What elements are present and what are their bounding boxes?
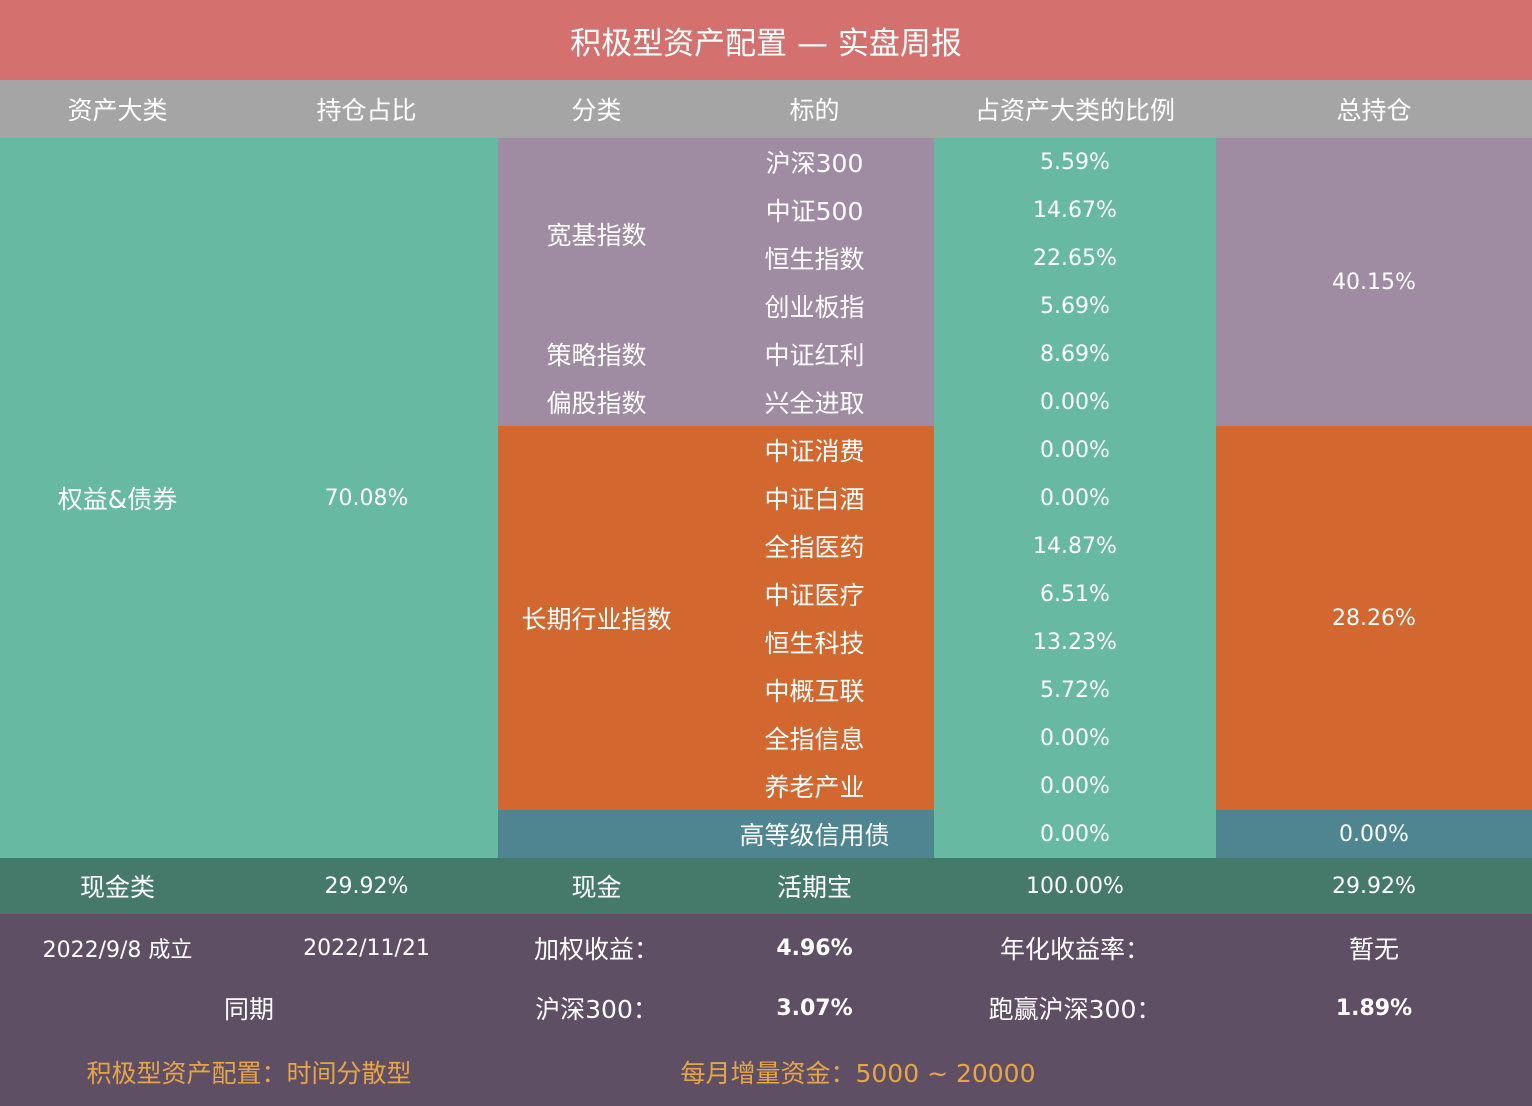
- holding-ratio: 0.00%: [1040, 437, 1110, 463]
- bond-total: 0.00%: [1216, 810, 1532, 858]
- holding-ratio: 5.59%: [1040, 149, 1110, 175]
- cash-total: 29.92%: [1216, 858, 1532, 914]
- annual-return-value: 暂无: [1348, 935, 1399, 964]
- category-strategy: 策略指数: [546, 341, 647, 370]
- monthly-funding-note: 每月增量资金：5000 ~ 20000: [680, 1059, 1036, 1088]
- beat-hs300-value: 1.89%: [1335, 995, 1413, 1021]
- holding-target: 沪深300: [765, 149, 864, 178]
- holding-ratio: 8.69%: [1040, 341, 1110, 367]
- annual-return-label: 年化收益率：: [999, 935, 1150, 964]
- category-partial: 偏股指数: [546, 389, 647, 418]
- holding-ratio: 0.00%: [1040, 773, 1110, 799]
- broad-total: 40.15%: [1216, 138, 1532, 426]
- holding-ratio: 6.51%: [1040, 581, 1110, 607]
- holding-target: 恒生科技: [764, 629, 865, 658]
- category-broad: 宽基指数: [546, 221, 647, 250]
- header-target: 标的: [695, 80, 934, 138]
- broad-block-bg: [498, 138, 934, 426]
- holding-target: 养老产业: [764, 773, 865, 802]
- holding-ratio: 0.00%: [1040, 725, 1110, 751]
- holding-target: 中证消费: [764, 437, 865, 466]
- header-asset-class: 资产大类: [0, 80, 235, 138]
- strategy-note: 积极型资产配置：时间分散型: [86, 1059, 412, 1088]
- beat-hs300-label: 跑赢沪深300：: [988, 995, 1162, 1024]
- holding-ratio: 14.87%: [1033, 533, 1117, 559]
- hs300-value: 3.07%: [776, 995, 853, 1021]
- summary-panel: [0, 914, 1532, 1106]
- cash-ratio: 100.00%: [934, 858, 1216, 914]
- holding-ratio: 22.65%: [1033, 245, 1117, 271]
- cash-category: 现金: [498, 858, 695, 914]
- weighted-return-value: 4.96%: [776, 935, 853, 961]
- holding-target: 中概互联: [764, 677, 865, 706]
- holding-target: 兴全进取: [764, 389, 865, 418]
- equity-share: 70.08%: [235, 138, 498, 858]
- ratio-column-bg: [934, 138, 1216, 858]
- holding-target: 全指医药: [764, 533, 865, 562]
- holding-ratio: 13.23%: [1033, 629, 1117, 655]
- equity-asset-class: 权益&债券: [0, 138, 235, 858]
- holding-ratio: 5.69%: [1040, 293, 1110, 319]
- holding-ratio: 0.00%: [1040, 485, 1110, 511]
- industry-block-bg: [498, 426, 934, 810]
- weighted-return-label: 加权收益：: [533, 935, 659, 964]
- holding-target: 恒生指数: [764, 245, 865, 274]
- holding-target: 高等级信用债: [739, 821, 890, 850]
- holding-ratio: 0.00%: [1040, 389, 1110, 415]
- category-industry: 长期行业指数: [521, 605, 672, 634]
- cash-share: 29.92%: [235, 858, 498, 914]
- founded-date: 2022/9/8 成立: [42, 938, 193, 963]
- report-title: 积极型资产配置 — 实盘周报: [0, 0, 1532, 80]
- header-total: 总持仓: [1216, 80, 1532, 138]
- cash-asset-class: 现金类: [0, 858, 235, 914]
- header-ratio: 占资产大类的比例: [934, 80, 1216, 138]
- holding-target: 中证500: [765, 197, 864, 226]
- holding-ratio: 0.00%: [1040, 821, 1110, 847]
- cash-target: 活期宝: [695, 858, 934, 914]
- same-period-label: 同期: [223, 995, 274, 1024]
- bond-block-bg: [498, 810, 934, 858]
- header-holding-share: 持仓占比: [235, 80, 498, 138]
- holding-target: 中证红利: [764, 341, 865, 370]
- holding-ratio: 14.67%: [1033, 197, 1117, 223]
- holding-target: 中证白酒: [764, 485, 865, 514]
- industry-total: 28.26%: [1216, 426, 1532, 810]
- report-date: 2022/11/21: [303, 935, 430, 961]
- holding-target: 全指信息: [764, 725, 865, 754]
- holding-ratio: 5.72%: [1040, 677, 1110, 703]
- header-category: 分类: [498, 80, 695, 138]
- holding-target: 创业板指: [764, 293, 865, 322]
- holding-target: 中证医疗: [764, 581, 865, 610]
- hs300-label: 沪深300：: [535, 995, 658, 1024]
